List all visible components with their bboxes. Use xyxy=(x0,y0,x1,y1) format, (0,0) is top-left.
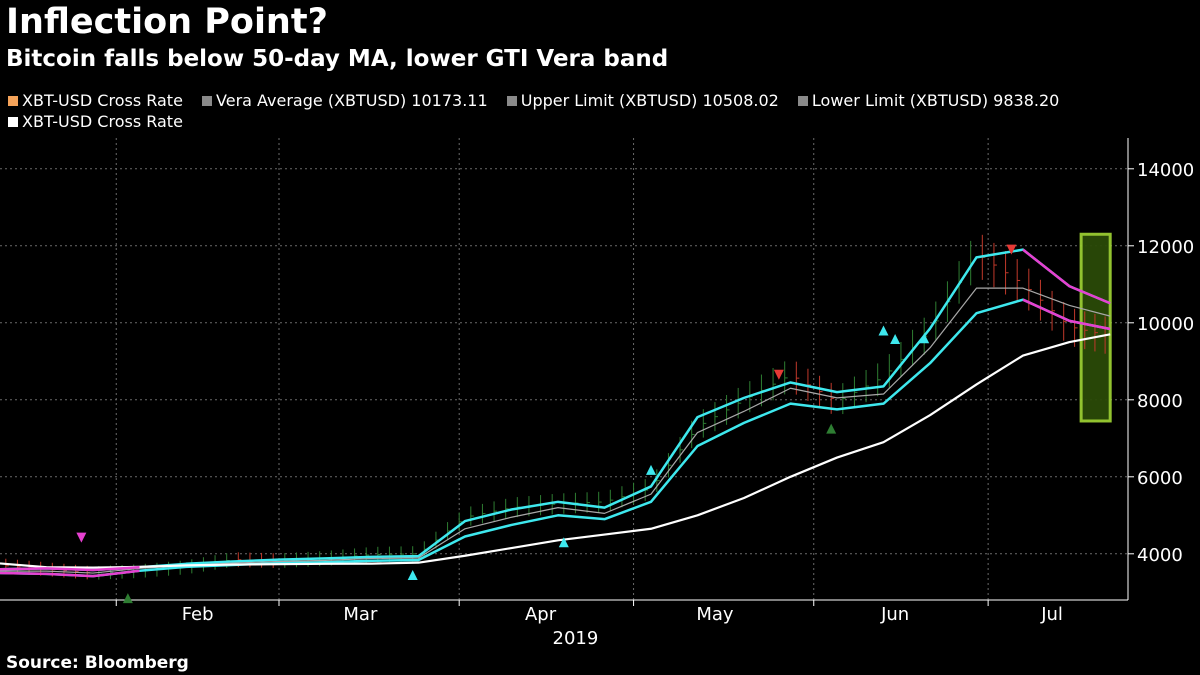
x-year-label: 2019 xyxy=(553,628,599,649)
x-tick-label: Jun xyxy=(880,604,909,625)
signal-marker-up xyxy=(890,333,901,344)
y-tick-label: 12000 xyxy=(1137,237,1194,258)
signal-marker-up xyxy=(646,464,656,475)
signal-marker-up xyxy=(919,333,930,344)
series-line-vera-average xyxy=(0,287,1111,574)
legend-item-vera-average: Vera Average (XBTUSD) 10173.11 xyxy=(202,90,488,111)
series-line-lower-limit xyxy=(0,298,1111,578)
x-tick-label: Feb xyxy=(182,604,214,625)
legend-label-vera-average: Vera Average (XBTUSD) 10173.11 xyxy=(216,91,488,110)
legend-item-xbt-cross-rate: XBT-USD Cross Rate xyxy=(8,90,183,111)
legend-label-upper-limit: Upper Limit (XBTUSD) 10508.02 xyxy=(520,91,779,110)
legend-label-xbt-moving-average: XBT-USD Cross Rate xyxy=(22,112,183,131)
x-tick-label: Apr xyxy=(525,604,557,625)
signal-marker-up xyxy=(407,569,418,580)
bearish-segment-lower-end xyxy=(1022,298,1111,331)
legend-item-xbt-moving-average: XBT-USD Cross Rate xyxy=(8,111,183,132)
signal-marker-up xyxy=(878,325,889,336)
y-tick-label: 14000 xyxy=(1137,160,1194,181)
signal-marker-down xyxy=(1006,244,1017,255)
x-tick-label: Mar xyxy=(343,604,378,625)
y-tick-label: 4000 xyxy=(1137,545,1183,566)
legend-swatch-vera-average xyxy=(202,96,213,106)
x-tick-label: Jul xyxy=(1040,604,1063,625)
series-line-upper-limit xyxy=(0,248,1111,572)
chart-subtitle: Bitcoin falls below 50-day MA, lower GTI… xyxy=(6,46,669,72)
legend-label-xbt-cross-rate: XBT-USD Cross Rate xyxy=(22,91,183,110)
y-tick-label: 6000 xyxy=(1137,468,1183,489)
legend-item-lower-limit: Lower Limit (XBTUSD) 9838.20 xyxy=(797,90,1060,111)
legend-label-lower-limit: Lower Limit (XBTUSD) 9838.20 xyxy=(811,91,1060,110)
y-tick-label: 10000 xyxy=(1137,314,1194,335)
highlight-box xyxy=(1079,232,1112,423)
bearish-segment-upper-start xyxy=(0,566,140,572)
x-tick-label: May xyxy=(696,604,734,625)
legend-item-upper-limit: Upper Limit (XBTUSD) 10508.02 xyxy=(506,90,779,111)
bearish-segment-upper-end xyxy=(1022,248,1111,305)
series-line-moving-average xyxy=(0,333,1111,569)
signal-marker-up xyxy=(558,537,569,548)
signal-marker-down xyxy=(773,369,784,380)
legend-swatch-xbt-cross-rate xyxy=(8,96,18,106)
source-note: Source: Bloomberg xyxy=(6,653,189,673)
signal-marker-down xyxy=(76,532,87,543)
chart-title: Inflection Point? xyxy=(6,2,328,42)
y-tick-label: 8000 xyxy=(1137,391,1183,412)
bearish-segment-lower-start xyxy=(0,569,140,578)
legend: XBT-USD Cross Rate Vera Average (XBTUSD)… xyxy=(8,90,1188,132)
signal-marker-up xyxy=(122,593,133,604)
legend-swatch-lower-limit xyxy=(797,96,808,106)
signal-marker-up xyxy=(826,423,837,434)
legend-swatch-xbt-moving-average xyxy=(8,117,18,127)
legend-swatch-upper-limit xyxy=(506,96,517,106)
